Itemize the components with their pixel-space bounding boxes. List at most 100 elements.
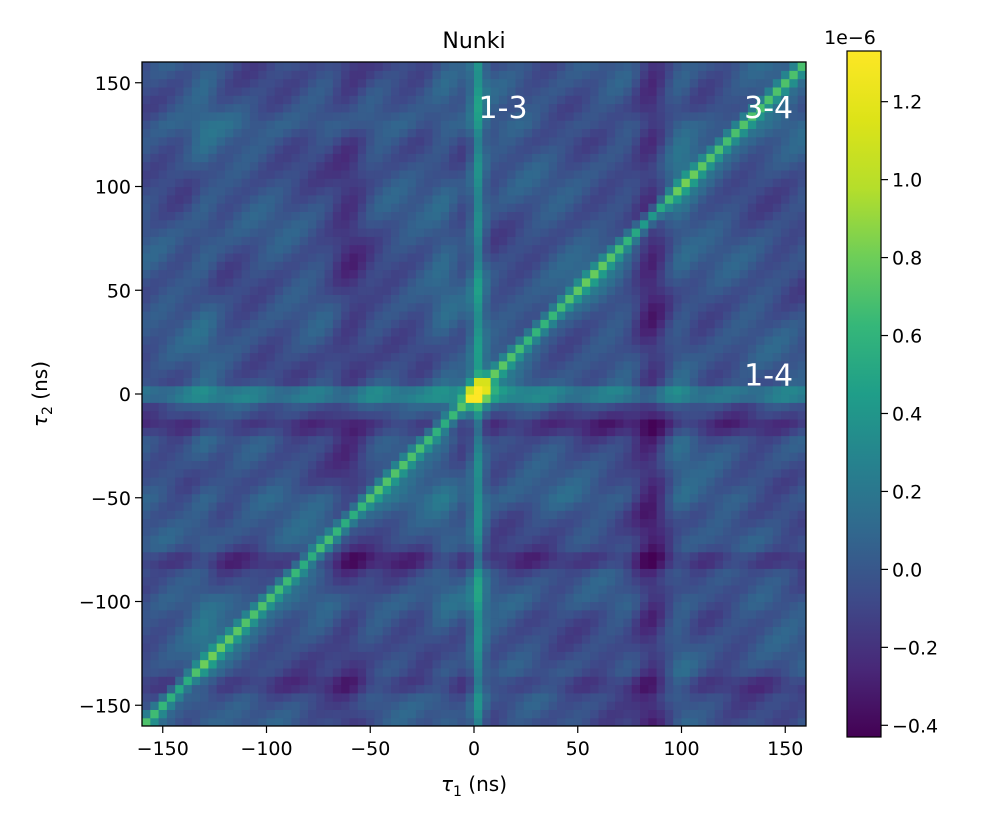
- heatmap-cell: [615, 95, 624, 105]
- heatmap-cell: [623, 153, 633, 163]
- heatmap-cell: [241, 128, 251, 138]
- heatmap-cell: [565, 194, 575, 204]
- heatmap-cell: [266, 692, 276, 702]
- heatmap-cell: [183, 643, 193, 652]
- heatmap-cell: [208, 452, 218, 461]
- heatmap-cell: [308, 692, 317, 702]
- heatmap-cell: [615, 236, 624, 246]
- heatmap-cell: [225, 161, 234, 171]
- heatmap-cell: [316, 568, 326, 578]
- heatmap-cell: [606, 651, 616, 661]
- heatmap-cell: [407, 153, 417, 163]
- heatmap-cell: [424, 560, 434, 569]
- heatmap-cell: [532, 128, 541, 138]
- heatmap-cell: [258, 169, 268, 179]
- heatmap-cell: [523, 501, 533, 511]
- heatmap-cell: [308, 526, 317, 536]
- heatmap-cell: [474, 327, 483, 337]
- heatmap-cell: [532, 676, 541, 686]
- heatmap-cell: [407, 427, 417, 437]
- heatmap-cell: [191, 634, 201, 644]
- heatmap-cell: [515, 601, 525, 611]
- heatmap-cell: [498, 145, 508, 154]
- heatmap-cell: [465, 435, 475, 445]
- heatmap-cell: [548, 676, 558, 686]
- heatmap-cell: [191, 510, 201, 520]
- heatmap-cell: [590, 294, 600, 304]
- heatmap-cell: [640, 344, 649, 354]
- heatmap-cell: [581, 186, 591, 196]
- heatmap-cell: [216, 311, 226, 320]
- heatmap-cell: [615, 153, 624, 163]
- heatmap-cell: [283, 377, 292, 387]
- heatmap-cell: [142, 659, 151, 669]
- heatmap-cell: [640, 435, 649, 445]
- heatmap-cell: [424, 111, 434, 121]
- heatmap-cell: [241, 535, 251, 544]
- heatmap-cell: [166, 294, 176, 304]
- heatmap-cell: [573, 186, 583, 196]
- heatmap-cell: [490, 219, 500, 229]
- heatmap-cell: [415, 327, 425, 337]
- heatmap-cell: [382, 86, 392, 96]
- heatmap-cell: [291, 526, 301, 536]
- heatmap-cell: [465, 526, 475, 536]
- heatmap-cell: [150, 468, 160, 478]
- heatmap-cell: [316, 286, 326, 295]
- heatmap-cell: [349, 576, 359, 586]
- heatmap-cell: [440, 327, 450, 337]
- heatmap-cell: [424, 634, 434, 644]
- heatmap-cell: [175, 161, 185, 171]
- heatmap-cell: [590, 70, 600, 80]
- heatmap-cell: [175, 501, 185, 511]
- heatmap-cell: [374, 643, 384, 652]
- heatmap-cell: [482, 468, 492, 478]
- heatmap-cell: [432, 485, 442, 495]
- heatmap-cell: [532, 643, 541, 652]
- heatmap-cell: [324, 111, 334, 121]
- heatmap-cell: [615, 344, 624, 354]
- heatmap-cell: [507, 111, 517, 121]
- heatmap-cell: [640, 643, 649, 652]
- heatmap-cell: [623, 219, 633, 229]
- heatmap-cell: [391, 676, 400, 686]
- heatmap-cell: [540, 601, 550, 611]
- heatmap-cell: [166, 128, 176, 138]
- heatmap-cell: [507, 311, 517, 320]
- heatmap-cell: [357, 510, 367, 520]
- heatmap-cell: [299, 634, 309, 644]
- heatmap-cell: [349, 78, 359, 88]
- heatmap-cell: [590, 584, 600, 594]
- heatmap-cell: [581, 277, 591, 287]
- heatmap-cell: [449, 169, 458, 179]
- heatmap-cell: [498, 194, 508, 204]
- heatmap-cell: [490, 319, 500, 329]
- heatmap-cell: [573, 62, 583, 71]
- heatmap-cell: [598, 551, 608, 561]
- heatmap-cell: [291, 518, 301, 528]
- heatmap-cell: [631, 452, 641, 461]
- heatmap-cell: [216, 252, 226, 262]
- heatmap-cell: [648, 692, 658, 702]
- heatmap-cell: [341, 684, 351, 694]
- heatmap-cell: [449, 501, 458, 511]
- heatmap-cell: [291, 618, 301, 627]
- heatmap-cell: [183, 526, 193, 536]
- heatmap-cell: [573, 111, 583, 121]
- heatmap-cell: [631, 352, 641, 362]
- heatmap-cell: [283, 418, 292, 428]
- heatmap-cell: [266, 161, 276, 171]
- heatmap-cell: [606, 62, 616, 71]
- heatmap-cell: [357, 651, 367, 661]
- heatmap-cell: [532, 228, 541, 237]
- heatmap-cell: [332, 228, 342, 237]
- heatmap-cell: [225, 277, 234, 287]
- heatmap-cell: [274, 701, 284, 710]
- heatmap-cell: [391, 178, 400, 188]
- heatmap-cell: [374, 667, 384, 677]
- heatmap-cell: [424, 435, 434, 445]
- heatmap-cell: [308, 78, 317, 88]
- heatmap-cell: [291, 643, 301, 652]
- heatmap-cell: [631, 95, 641, 105]
- heatmap-cell: [357, 493, 367, 503]
